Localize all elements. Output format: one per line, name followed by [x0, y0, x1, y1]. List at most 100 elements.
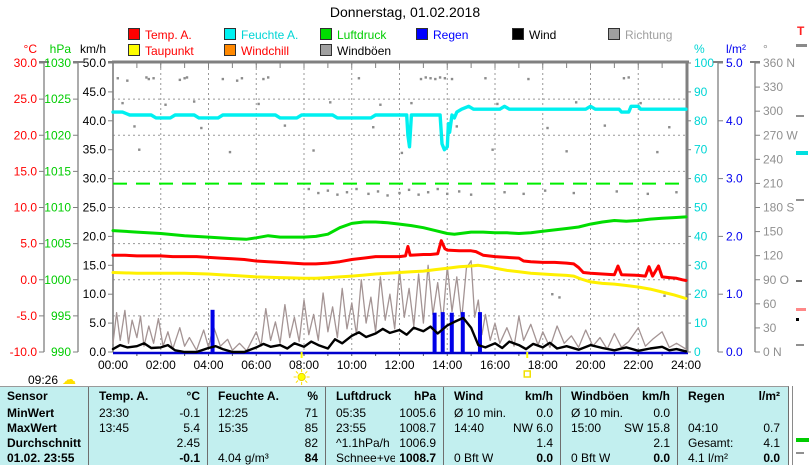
table-header-sensor: Sensor	[7, 389, 48, 403]
svg-text:40.0: 40.0	[83, 114, 107, 128]
svg-text:20: 20	[694, 287, 708, 301]
right-edge-markers: T	[794, 0, 810, 465]
svg-text:-10.0: -10.0	[10, 345, 38, 359]
svg-text:hPa: hPa	[50, 42, 72, 56]
svg-text:60: 60	[694, 172, 708, 186]
table-cell: 14:40 NW 6.0	[443, 420, 560, 435]
edge-mark-6	[796, 318, 799, 321]
weather-chart[interactable]: 30.0 25.0 20.0 15.0 10.0 5.0 0.0 -5.0 -10.0 °C 10 3…	[0, 0, 810, 400]
svg-text:1015: 1015	[44, 164, 71, 178]
svg-text:-5.0: -5.0	[16, 309, 37, 323]
legend-label-richtung: Richtung	[625, 28, 673, 42]
sunset-icon	[523, 370, 531, 378]
table-cell: 12:25 71	[207, 405, 325, 420]
svg-text:18:00: 18:00	[528, 358, 558, 372]
table-cell: ^1.1hPa/h 1006.9	[325, 435, 443, 450]
legend-label-regen: Regen	[433, 28, 469, 42]
svg-text:5.0: 5.0	[20, 237, 37, 251]
edge-mark-5	[796, 308, 806, 311]
legend-label-taupunkt: Taupunkt	[145, 44, 194, 58]
edge-mark-4	[796, 280, 802, 282]
svg-text:0: 0	[694, 345, 701, 359]
table-header-2: Luftdruck hPa	[325, 387, 443, 405]
svg-text:2.0: 2.0	[726, 229, 743, 243]
svg-text:50.0: 50.0	[83, 56, 107, 70]
table-cell: Ø 10 min. 0.0	[560, 405, 677, 420]
svg-text:1010: 1010	[44, 201, 71, 215]
edge-mark-8	[796, 438, 809, 442]
svg-text:0.0: 0.0	[20, 273, 37, 287]
svg-text:90: 90	[694, 85, 708, 99]
svg-text:60: 60	[763, 297, 777, 311]
svg-text:°C: °C	[24, 42, 38, 56]
page-title: Donnerstag, 01.02.2018	[329, 4, 481, 20]
svg-text:3.0: 3.0	[726, 172, 743, 186]
daylight-duration: 09:26 ☁	[28, 371, 76, 388]
svg-text:l/m²: l/m²	[726, 42, 746, 56]
svg-text:150: 150	[763, 225, 783, 239]
svg-text:240: 240	[763, 152, 783, 166]
svg-text:15.0: 15.0	[83, 258, 107, 272]
svg-text:1025: 1025	[44, 92, 71, 106]
chart-legend: Temp. A. Feuchte A. Luftdruck Regen Wind Rich…	[0, 0, 810, 60]
svg-text:1005: 1005	[44, 237, 71, 251]
legend-item-luftdruck: Luftdruck	[320, 28, 386, 42]
svg-text:12:00: 12:00	[384, 358, 414, 372]
svg-text:30.0: 30.0	[14, 56, 38, 70]
svg-text:360 N: 360 N	[763, 56, 795, 70]
table-cell: 04:10 0.7	[677, 420, 787, 435]
table-cell: 0 Bft W 0.0	[443, 450, 560, 465]
table-header-1: Feuchte A.%	[207, 387, 325, 405]
table-cell: 4.1 l/m² 0.0	[677, 450, 787, 465]
svg-text:16:00: 16:00	[480, 358, 510, 372]
table-cell: 05:35 1005.6	[325, 405, 443, 420]
edge-mark-7	[796, 344, 804, 346]
svg-text:1000: 1000	[44, 273, 71, 287]
table-cell: 2.45	[88, 435, 207, 450]
svg-text:10.0: 10.0	[83, 287, 107, 301]
svg-text:%: %	[694, 42, 705, 56]
svg-text:08:00: 08:00	[289, 358, 319, 372]
svg-text:50: 50	[694, 201, 708, 215]
svg-text:100: 100	[694, 56, 714, 70]
svg-text:km/h: km/h	[80, 42, 106, 56]
svg-text:120: 120	[763, 249, 783, 263]
svg-text:20:00: 20:00	[575, 358, 605, 372]
svg-text:5.0: 5.0	[89, 316, 106, 330]
svg-text:1.0: 1.0	[726, 287, 743, 301]
table-header-5: Regen l/m²	[677, 387, 787, 405]
legend-swatch-temp	[128, 28, 140, 40]
table-cell: -0.1	[88, 450, 207, 465]
svg-text:300: 300	[763, 104, 783, 118]
svg-text:25.0: 25.0	[83, 201, 107, 215]
legend-item-windchill: Windchill	[224, 44, 290, 58]
svg-text:990: 990	[51, 345, 71, 359]
table-cell: Schnee+verä1008.7	[325, 450, 443, 465]
table-cell: 2.1	[560, 435, 677, 450]
legend-label-temp: Temp. A.	[145, 28, 192, 42]
legend-item-temp: Temp. A.	[128, 28, 192, 42]
edge-mark-9	[796, 452, 804, 454]
legend-swatch-wind	[512, 28, 524, 40]
legend-label-wind: Wind	[529, 28, 557, 42]
table-header-0: Temp. A. °C	[88, 387, 207, 405]
svg-text:0.0: 0.0	[726, 345, 743, 359]
table-cell: 13:45 5.4	[88, 420, 207, 435]
svg-text:45.0: 45.0	[83, 85, 107, 99]
table-cell: 1.4	[443, 435, 560, 450]
svg-text:0.0: 0.0	[89, 345, 106, 359]
legend-item-richtung: Richtung	[608, 28, 673, 42]
svg-text:5.0: 5.0	[726, 56, 743, 70]
svg-text:02:00: 02:00	[146, 358, 176, 372]
svg-text:10: 10	[694, 316, 708, 330]
legend-item-taupunkt: Taupunkt	[128, 44, 194, 58]
svg-text:20.0: 20.0	[14, 128, 38, 142]
legend-label-windchill: Windchill	[241, 44, 290, 58]
edge-mark-3	[796, 199, 804, 201]
table-cell: 82	[207, 435, 325, 450]
svg-text:20.0: 20.0	[83, 229, 107, 243]
edge-mark-0	[796, 44, 807, 47]
legend-swatch-feuchte	[224, 28, 236, 40]
legend-label-windboeen: Windböen	[337, 44, 392, 58]
svg-text:30.0: 30.0	[83, 172, 107, 186]
